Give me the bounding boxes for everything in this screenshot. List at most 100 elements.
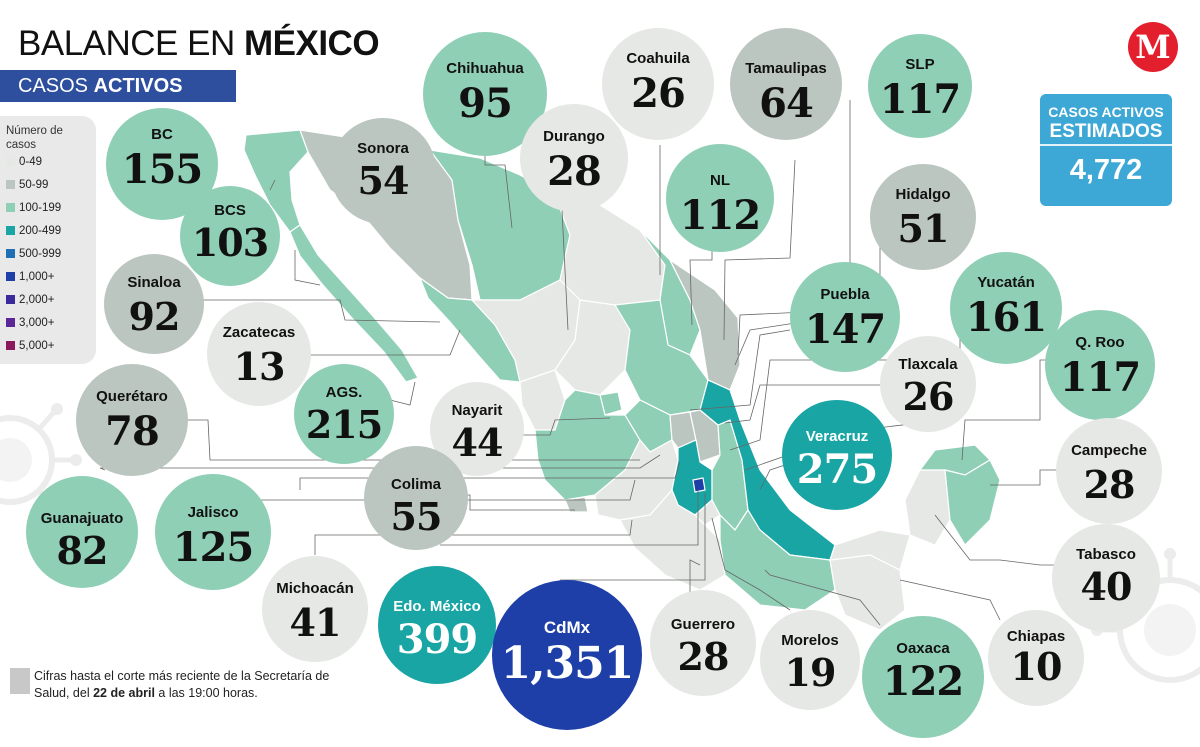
- state-shape-bcs: [289, 224, 419, 383]
- legend-item: 0-49: [6, 156, 42, 168]
- estimated-label-line1: CASOS ACTIVOS: [1048, 104, 1164, 120]
- state-value: 55: [390, 494, 443, 539]
- legend-label: 1,000+: [19, 271, 55, 283]
- bubble-cdmx: CdMx 1,351: [492, 580, 642, 730]
- legend-item: 100-199: [6, 202, 61, 214]
- state-name: SLP: [905, 56, 935, 73]
- legend-item: 50-99: [6, 179, 48, 191]
- legend-swatch: [6, 226, 15, 235]
- bubble-tabasco: Tabasco 40: [1052, 524, 1160, 632]
- footnote-suffix: a las 19:00 horas.: [154, 686, 258, 700]
- subtitle-bold: ACTIVOS: [93, 75, 183, 97]
- state-name: Morelos: [781, 632, 839, 649]
- legend-item: 3,000+: [6, 317, 55, 329]
- legend-label: 2,000+: [19, 294, 55, 306]
- state-name: AGS.: [325, 384, 363, 401]
- legend-label: 5,000+: [19, 340, 55, 352]
- footnote-text: Cifras hasta el corte más reciente de la…: [34, 668, 354, 702]
- state-name: Veracruz: [805, 428, 869, 445]
- state-name: CdMx: [543, 618, 591, 637]
- legend-swatch: [6, 180, 15, 189]
- state-name: Colima: [390, 476, 441, 493]
- footnote-prefix: Cifras hasta el corte más reciente de la…: [34, 669, 330, 700]
- bubble-puebla: Puebla 147: [790, 262, 900, 372]
- state-name: BC: [151, 126, 173, 143]
- state-value: 112: [679, 192, 762, 239]
- state-name: Oaxaca: [896, 640, 950, 657]
- state-name: Guerrero: [670, 616, 736, 633]
- bubble-slp: SLP 117: [868, 34, 972, 138]
- state-value: 399: [396, 616, 479, 663]
- bubble-morelos: Morelos 19: [760, 610, 860, 710]
- bubble-tlaxcala: Tlaxcala 26: [880, 336, 976, 432]
- state-shape-guerrero: [619, 488, 726, 591]
- state-value: 26: [631, 70, 686, 117]
- legend-item: 500-999: [6, 248, 61, 260]
- state-value: 117: [879, 76, 962, 123]
- footnote-marker: [10, 668, 30, 694]
- state-value: 54: [357, 158, 410, 203]
- state-shape-tabasco: [829, 529, 911, 571]
- state-shape-qroo: [944, 459, 1001, 546]
- bubble-chiapas: Chiapas 10: [988, 610, 1084, 706]
- state-name: Hidalgo: [895, 186, 951, 203]
- state-shape-colima: [564, 496, 589, 513]
- legend-item: 1,000+: [6, 271, 55, 283]
- state-name: NL: [710, 172, 730, 189]
- state-value: 125: [172, 524, 255, 571]
- state-name: Nayarit: [451, 402, 503, 419]
- estimated-label-line2: ESTIMADOS: [1049, 121, 1163, 142]
- state-name: Tamaulipas: [745, 60, 827, 77]
- bubble-zacatecas: Zacatecas 13: [207, 302, 311, 406]
- state-name: Sinaloa: [127, 274, 181, 291]
- bubble-sinaloa: Sinaloa 92: [104, 254, 204, 354]
- state-value: 13: [233, 344, 286, 389]
- legend-label: 500-999: [19, 248, 62, 260]
- state-name: Puebla: [820, 286, 870, 303]
- state-value: 40: [1080, 564, 1133, 609]
- state-name: Tabasco: [1076, 546, 1136, 563]
- bubble-durango: Durango 28: [520, 104, 628, 212]
- legend-item: 200-499: [6, 225, 61, 237]
- bubble-sonora: Sonora 54: [330, 118, 436, 224]
- state-value: 51: [897, 206, 950, 251]
- estimated-cases-box: CASOS ACTIVOS ESTIMADOS 4,772: [1040, 94, 1172, 206]
- bubble-chihuahua: Chihuahua 95: [423, 32, 547, 156]
- state-value: 44: [451, 420, 504, 465]
- estimated-value: 4,772: [1069, 154, 1143, 186]
- legend-label: 50-99: [19, 179, 49, 191]
- bubble-hidalgo: Hidalgo 51: [870, 164, 976, 270]
- state-name: Edo. México: [393, 598, 481, 615]
- legend-label: 100-199: [19, 202, 62, 214]
- state-name: Querétaro: [96, 388, 168, 405]
- bubble-guanajuato: Guanajuato 82: [26, 476, 138, 588]
- state-value: 28: [1083, 462, 1136, 507]
- bubble-queretaro: Querétaro 78: [76, 364, 188, 476]
- legend-swatch: [6, 203, 15, 212]
- state-value: 10: [1010, 644, 1063, 689]
- state-value: 78: [105, 408, 160, 455]
- state-name: Yucatán: [977, 274, 1035, 291]
- bubble-coahuila: Coahuila 26: [602, 28, 714, 140]
- page-title: BALANCE EN MÉXICO: [18, 24, 380, 64]
- state-value: 28: [547, 148, 602, 195]
- bubble-oaxaca: Oaxaca 122: [862, 616, 984, 738]
- virus-decoration-left-icon: [0, 403, 82, 510]
- state-name: Q. Roo: [1075, 334, 1125, 351]
- state-value: 155: [121, 146, 204, 193]
- estimated-divider: [1040, 144, 1172, 146]
- legend-label: 200-499: [19, 225, 62, 237]
- state-value: 19: [784, 650, 837, 695]
- state-name: Durango: [543, 128, 605, 145]
- state-name: Chiapas: [1006, 628, 1066, 645]
- bubble-veracruz: Veracruz 275: [782, 400, 892, 510]
- state-value: 103: [191, 220, 269, 265]
- state-name: Tlaxcala: [898, 356, 958, 373]
- bubble-colima: Colima 55: [364, 446, 468, 550]
- state-value: 92: [128, 294, 181, 339]
- state-name: Jalisco: [187, 504, 239, 521]
- state-value: 1,351: [500, 638, 635, 689]
- legend-swatch: [6, 249, 15, 258]
- subtitle-prefix: CASOS: [18, 75, 94, 97]
